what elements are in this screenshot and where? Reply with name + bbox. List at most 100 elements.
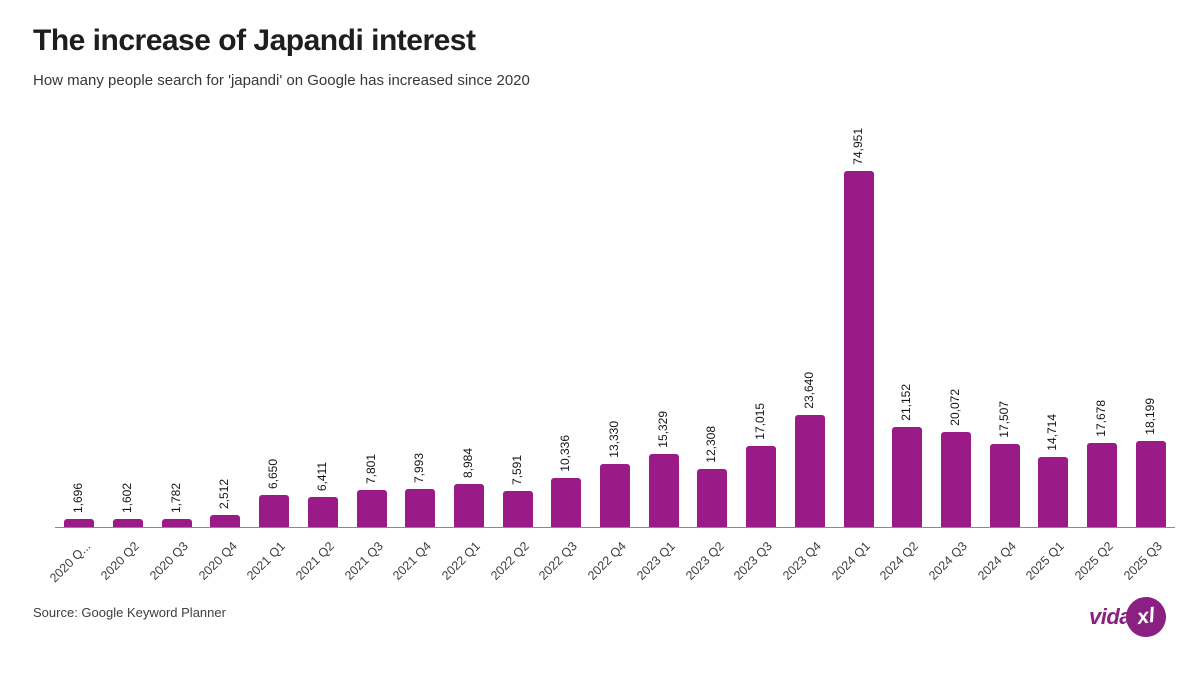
x-axis-label: 2023 Q2	[682, 539, 727, 583]
bar-column: 17,678 2025 Q2	[1072, 171, 1127, 583]
bar-column: 6,650 2021 Q1	[244, 171, 299, 583]
bar-value-label: 6,411	[314, 461, 329, 491]
bar	[843, 171, 874, 527]
bar-column: 7,591 2022 Q2	[488, 171, 542, 583]
x-axis-label: 2022 Q3	[536, 539, 581, 583]
bar	[161, 519, 192, 527]
x-axis-line	[55, 527, 1175, 528]
bar	[1038, 457, 1069, 527]
x-axis-label: 2021 Q2	[292, 539, 337, 583]
source-note: Source: Google Keyword Planner	[33, 605, 226, 620]
x-axis-label: 2025 Q1	[1023, 539, 1068, 583]
bar-column: 12,308 2023 Q2	[683, 171, 737, 583]
bar	[794, 415, 825, 527]
bar	[941, 432, 971, 527]
x-axis-label: 2020 Q3	[146, 539, 191, 583]
bar-value-label: 13,330	[607, 421, 622, 458]
bar-value-label: 17,015	[753, 403, 768, 440]
bar	[989, 444, 1020, 527]
bar	[259, 495, 290, 527]
bar-value-label: 2,512	[217, 478, 232, 509]
bar	[1135, 441, 1166, 527]
bar	[1087, 443, 1118, 527]
bar-value-label: 21,152	[899, 384, 914, 421]
x-axis-label: 2025 Q3	[1120, 539, 1165, 583]
bar-column: 17,015 2023 Q3	[731, 171, 786, 583]
x-axis-label: 2024 Q2	[877, 539, 922, 583]
bar	[405, 489, 436, 527]
bar-column: 6,411 2021 Q2	[293, 171, 348, 583]
bar	[502, 491, 533, 527]
bar-column: 23,640 2023 Q4	[780, 171, 835, 583]
bar-value-label: 74,951	[850, 128, 865, 165]
bar-column: 15,329 2023 Q1	[634, 171, 688, 583]
bar-column: 1,696 2020 Q...	[47, 171, 104, 585]
vidaxl-logo-text: vida	[1088, 604, 1132, 629]
bar-value-label: 20,072	[948, 389, 962, 426]
x-axis-label: 2024 Q4	[974, 539, 1019, 583]
page-subtitle: How many people search for 'japandi' on …	[33, 72, 530, 89]
bar	[64, 519, 95, 527]
x-axis-label: 2022 Q2	[487, 539, 532, 583]
bar-value-label: 14,714	[1045, 414, 1060, 451]
bar-column: 10,336 2022 Q3	[536, 171, 591, 583]
bar	[113, 519, 144, 527]
bar	[697, 469, 728, 527]
bar-column: 13,330 2022 Q4	[585, 171, 640, 583]
x-axis-label: 2020 Q...	[46, 539, 94, 586]
bar-column: 7,801 2021 Q3	[342, 171, 396, 583]
bar-column: 18,199 2025 Q3	[1121, 171, 1175, 583]
bar-value-label: 8,984	[460, 447, 475, 478]
bar-column: 1,602 2020 Q2	[98, 171, 153, 583]
bar-value-label: 17,678	[1094, 400, 1109, 437]
bar-chart: 1,696 2020 Q... 1,602 2020 Q2 1,782 2020 Q3 2,…	[47, 128, 1175, 585]
x-axis-label: 2020 Q2	[98, 539, 142, 583]
bar-value-label: 1,602	[120, 482, 135, 513]
bar	[746, 446, 777, 527]
bar-value-label: 7,591	[509, 454, 524, 485]
bar-column: 2,512 2020 Q4	[196, 171, 250, 583]
bar-column: 17,507 2024 Q4	[975, 171, 1029, 583]
x-axis-label: 2024 Q1	[828, 539, 873, 583]
x-axis-label: 2021 Q4	[390, 539, 435, 583]
bar-column: 14,714 2025 Q1	[1024, 171, 1078, 583]
x-axis-label: 2025 Q2	[1072, 539, 1117, 583]
page-title: The increase of Japandi interest	[33, 24, 476, 57]
x-axis-label: 2023 Q3	[731, 539, 776, 583]
x-axis-label: 2023 Q4	[779, 539, 824, 583]
bar	[356, 490, 387, 527]
vidaxl-logo: vida xl	[1088, 594, 1169, 640]
bar-value-label: 10,336	[558, 435, 573, 472]
x-axis-label: 2023 Q1	[633, 539, 678, 583]
x-axis-label: 2021 Q1	[244, 539, 289, 583]
bar-value-label: 7,993	[412, 452, 427, 483]
bar-column: 74,951 2024 Q1	[829, 128, 883, 583]
bar-column: 20,072 2024 Q3	[926, 171, 981, 583]
bar-value-label: 12,308	[704, 426, 719, 463]
bar	[551, 478, 582, 527]
bar	[648, 454, 679, 527]
bar-column: 1,782 2020 Q3	[147, 171, 201, 583]
bar-value-label: 1,782	[168, 482, 183, 513]
bar	[210, 515, 241, 527]
bar	[453, 484, 484, 527]
bar-value-label: 7,801	[363, 453, 378, 484]
bar	[600, 464, 631, 527]
bar-value-label: 1,696	[71, 482, 86, 513]
bar-column: 7,993 2021 Q4	[390, 171, 445, 583]
bar-value-label: 18,199	[1142, 398, 1157, 435]
bar-value-label: 15,329	[655, 411, 670, 448]
bar-column: 21,152 2024 Q2	[877, 171, 932, 583]
x-axis-label: 2022 Q1	[439, 539, 483, 583]
bar-value-label: 6,650	[266, 458, 281, 489]
bar	[307, 497, 338, 527]
x-axis-label: 2022 Q4	[585, 539, 629, 583]
x-axis-label: 2020 Q4	[195, 539, 240, 583]
x-axis-label: 2024 Q3	[926, 539, 970, 583]
bar-value-label: 17,507	[996, 401, 1011, 438]
bar-value-label: 23,640	[801, 372, 816, 409]
bar	[892, 427, 923, 527]
bar-column: 8,984 2022 Q1	[439, 171, 494, 583]
x-axis-label: 2021 Q3	[341, 539, 386, 583]
